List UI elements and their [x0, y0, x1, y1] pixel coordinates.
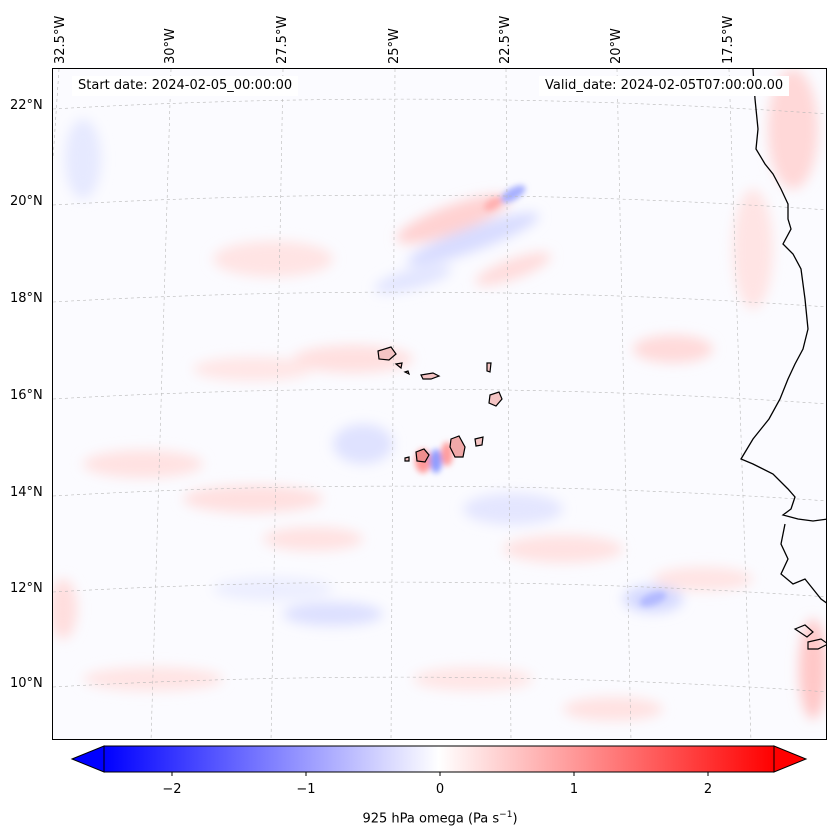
gridline-lon-20w [616, 69, 632, 739]
colorbar-label-exponent: −1 [499, 810, 513, 820]
gridline-lat-18n [53, 291, 826, 308]
colorbar-tick-2: 2 [703, 782, 713, 797]
bijagos-islands [793, 624, 826, 650]
island-santa-luzia [403, 370, 411, 376]
lon-label-27-5w: 27.5°W [275, 15, 290, 64]
lat-label-14n: 14°N [10, 485, 43, 500]
island-boa-vista [488, 391, 503, 407]
gridline-lat-14n [53, 485, 826, 502]
guinea-bissau-coast [780, 523, 826, 604]
island-brava [404, 456, 410, 462]
gridline-lon-27-5w [270, 69, 284, 739]
island-santiago [449, 435, 466, 458]
gridline-lat-12n [53, 581, 826, 598]
africa-coastline [740, 69, 826, 522]
colorbar-max-extend [773, 745, 808, 773]
gridline-lon-17-5w [728, 69, 752, 739]
omega-field-map [53, 69, 826, 739]
gridline-lat-10n [53, 676, 826, 693]
island-maio [474, 436, 484, 447]
colorbar-tick-neg2: −2 [162, 782, 182, 797]
lon-label-17-5w: 17.5°W [721, 15, 736, 64]
gridline-lon-30w [150, 69, 172, 739]
lat-label-16n: 16°N [10, 388, 43, 403]
colorbar-tick-0: 0 [435, 782, 445, 797]
valid-date-label: Valid_date: 2024-02-05T07:00:00.00 [539, 76, 790, 96]
map-background [53, 69, 826, 739]
lon-label-20w: 20°W [609, 28, 624, 64]
lon-label-32-5w: 32.5°W [53, 15, 68, 64]
colorbar-label-main: 925 hPa omega (Pa s [362, 811, 500, 827]
island-santo-antao [377, 346, 397, 361]
gridline-lat-22n [53, 98, 826, 115]
island-sal [486, 362, 492, 373]
lat-label-12n: 12°N [10, 581, 43, 596]
colorbar-min-extend [70, 745, 105, 773]
lat-label-22n: 22°N [10, 98, 43, 113]
colorbar-bar [103, 745, 775, 773]
lat-label-18n: 18°N [10, 291, 43, 306]
lon-label-22-5w: 22.5°W [498, 15, 513, 64]
gridline-lon-25w [390, 69, 396, 739]
lat-label-10n: 10°N [10, 676, 43, 691]
colorbar-label-end: ) [512, 811, 518, 827]
colorbar-tick-neg1: −1 [296, 782, 316, 797]
colorbar-tick-1: 1 [569, 782, 579, 797]
island-sao-vicente [394, 362, 403, 370]
island-fogo [415, 448, 430, 463]
colorbar-tick-marks [171, 772, 709, 776]
map-panel [52, 68, 827, 740]
graticule [53, 69, 826, 739]
gridline-lat-20n [53, 194, 826, 211]
island-sao-nicolau [420, 372, 441, 380]
lon-label-30w: 30°W [163, 28, 178, 64]
cape-verde-islands [377, 346, 503, 463]
gridline-lon-22-5w [505, 69, 512, 739]
start-date-label: Start date: 2024-02-05_00:00:00 [72, 76, 299, 96]
lon-label-25w: 25°W [387, 28, 402, 64]
lat-label-20n: 20°N [10, 194, 43, 209]
omega-field-blobs [53, 69, 826, 721]
colorbar-label: 925 hPa omega (Pa s−1) [362, 810, 517, 826]
gridline-lat-16n [53, 388, 826, 405]
